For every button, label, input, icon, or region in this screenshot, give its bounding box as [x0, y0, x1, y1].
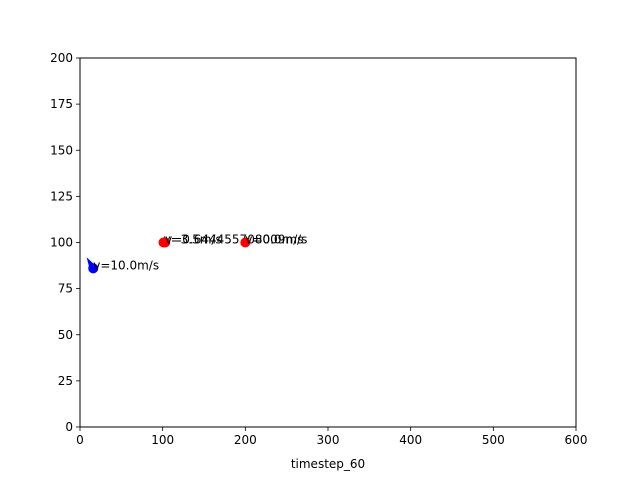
- y-tick-label: 100: [50, 236, 73, 250]
- x-tick-label: 500: [482, 433, 505, 447]
- y-tick-label: 200: [50, 51, 73, 65]
- y-tick-label: 125: [50, 189, 73, 203]
- y-tick-label: 0: [65, 420, 73, 434]
- x-axis-label: timestep_60: [291, 457, 365, 471]
- y-tick-label: 50: [58, 328, 73, 342]
- x-tick-label: 300: [317, 433, 340, 447]
- data-point-label: v=0.644455708009m/s: [165, 233, 307, 247]
- y-tick-label: 25: [58, 374, 73, 388]
- data-point-label: v=0.0m/s: [245, 233, 303, 247]
- x-tick-label: 200: [234, 433, 257, 447]
- x-tick-label: 600: [565, 433, 588, 447]
- data-point: [160, 237, 171, 248]
- x-tick-label: 400: [399, 433, 422, 447]
- x-tick-label: 0: [76, 433, 84, 447]
- y-axis: 0 25 50 75 100 125 150 175 200: [50, 51, 80, 434]
- x-tick-label: 100: [151, 433, 174, 447]
- data-point-label: v=10.0m/s: [93, 258, 159, 272]
- data-marks: v=10.0m/s v=3.5m/sv=0.644455708009m/sv=0.…: [86, 233, 307, 274]
- y-tick-label: 175: [50, 97, 73, 111]
- data-point: [240, 237, 251, 248]
- y-tick-label: 75: [58, 282, 73, 296]
- y-tick-label: 150: [50, 143, 73, 157]
- x-axis: 0 100 200 300 400 500 600: [76, 427, 587, 447]
- data-point: [88, 263, 99, 274]
- data-point-label: v=3.5m/s: [163, 233, 221, 247]
- axes-frame: [79, 57, 577, 428]
